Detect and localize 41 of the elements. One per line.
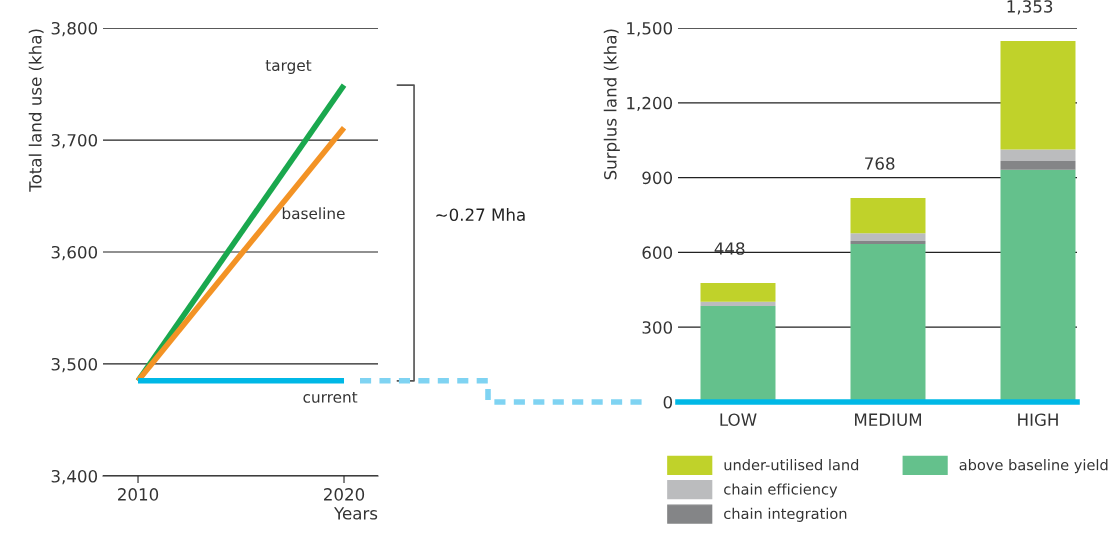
y-tick-label: 300 (642, 321, 673, 334)
bar (850, 198, 926, 234)
legend-label: above baseline yield (959, 459, 1108, 474)
y-tick-label: 3,800 (51, 21, 98, 37)
y-tick-label: 1,500 (627, 21, 673, 37)
bar (850, 240, 926, 244)
bar (1000, 149, 1076, 161)
y-tick-label: 0 (663, 395, 673, 409)
text: ~0.27 Mha (436, 208, 525, 221)
annotation: 768 (865, 157, 895, 170)
x-tick-label: MEDIUM (855, 413, 921, 427)
y-tick-label: 3,600 (51, 245, 98, 261)
bar (1000, 160, 1076, 170)
bar (700, 301, 776, 307)
y-tick-label: 600 (642, 246, 673, 259)
x-tick-label: HIGH (1018, 413, 1058, 427)
legend-label: chain integration (724, 507, 847, 522)
bar (700, 283, 776, 302)
legend-label: under-utilised land (724, 459, 859, 471)
bar (1000, 40, 1076, 150)
bar (850, 243, 926, 402)
y-tick-label: 1,200 (627, 96, 673, 112)
legend-label: chain efficiency (724, 483, 838, 498)
x-axis-title: Years (333, 507, 378, 520)
y-tick-label: 3,700 (51, 133, 98, 149)
bar (850, 233, 926, 241)
y-tick-label: 900 (642, 171, 673, 185)
x-tick-label: LOW (720, 413, 757, 427)
y-axis-title: Total land use (kha) (28, 29, 44, 192)
y-tick-label: 3,400 (51, 469, 98, 485)
x-tick-label: 2020 (324, 488, 365, 501)
bar (700, 306, 776, 402)
series-label: current (303, 391, 358, 403)
y-tick-label: 3,500 (51, 357, 98, 373)
text: target (265, 60, 312, 75)
y-axis-title: Surplus land (kha) (603, 29, 620, 180)
bar (1000, 169, 1076, 402)
annotation: 1,353 (1007, 0, 1053, 15)
annotation: 448 (714, 242, 745, 255)
x-tick-label: 2010 (118, 488, 159, 501)
series-label: baseline (282, 207, 345, 220)
